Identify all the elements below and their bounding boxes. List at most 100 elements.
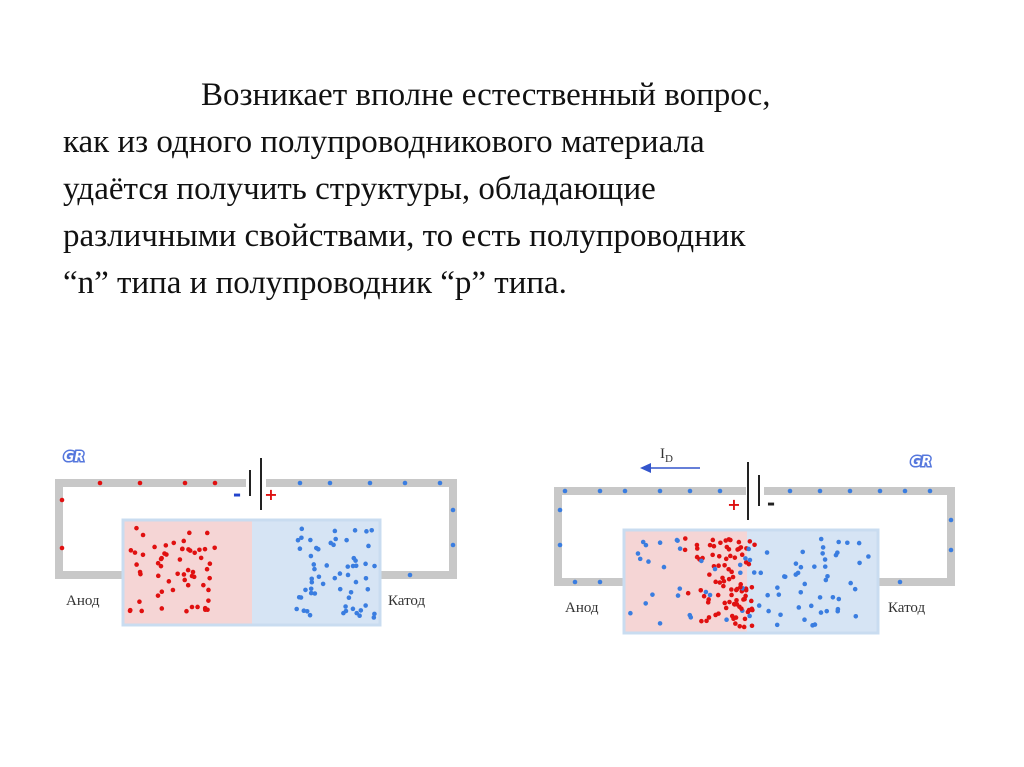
carrier-dot	[372, 563, 377, 569]
carrier-dot	[738, 582, 744, 587]
carrier-dot	[134, 525, 139, 531]
cathode-label: Катод	[888, 600, 926, 616]
current-symbol: I	[660, 446, 665, 462]
carrier-dot	[337, 586, 343, 592]
carrier-dot	[729, 592, 734, 598]
carrier-dot	[798, 564, 804, 570]
carrier-dot	[877, 488, 883, 494]
carrier-dot	[902, 488, 908, 494]
carrier-dot	[694, 554, 700, 560]
carrier-dot	[812, 564, 817, 569]
carrier-dot	[139, 608, 145, 614]
carrier-dot	[746, 546, 751, 552]
carrier-dot	[742, 596, 747, 602]
carrier-dot	[739, 552, 745, 557]
carrier-dot	[948, 547, 954, 553]
wire	[266, 479, 457, 579]
carrier-dot	[677, 546, 683, 551]
carrier-dot	[175, 571, 180, 577]
carrier-dot	[685, 590, 691, 596]
carrier-dot	[294, 606, 299, 612]
carrier-dot	[713, 579, 718, 585]
plus-sign: +	[264, 485, 277, 504]
carrier-dot	[155, 560, 161, 566]
carrier-dot	[635, 551, 641, 556]
carrier-dot	[597, 488, 603, 494]
carrier-dot	[742, 616, 748, 622]
carrier-dot	[344, 537, 349, 543]
carrier-dot	[363, 603, 368, 608]
diode-body	[121, 518, 382, 627]
carrier-dot	[97, 480, 103, 486]
carrier-dot	[737, 562, 743, 568]
carrier-dot	[718, 540, 723, 546]
carriers	[59, 480, 456, 620]
carrier-dot	[204, 530, 210, 536]
carrier-dot	[657, 621, 663, 626]
carrier-dot	[312, 591, 318, 596]
carrier-dot	[703, 589, 709, 595]
carrier-dot	[722, 563, 727, 568]
carrier-dot	[352, 528, 358, 533]
carrier-dot	[185, 582, 191, 588]
carriers	[557, 488, 954, 630]
carrier-dot	[688, 615, 694, 620]
carrier-dot	[163, 543, 169, 548]
carrier-dot	[822, 564, 828, 569]
carrier-dot	[747, 613, 752, 619]
carrier-dot	[845, 540, 850, 546]
carrier-dot	[802, 581, 808, 587]
carrier-dot	[927, 488, 933, 494]
carrier-dot	[795, 570, 801, 576]
carrier-dot	[726, 566, 731, 572]
carrier-dot	[675, 593, 681, 598]
carrier-dot	[312, 566, 317, 572]
carrier-dot	[710, 552, 715, 558]
carrier-dot	[450, 507, 456, 513]
carrier-dot	[835, 550, 840, 555]
carrier-dot	[661, 564, 667, 570]
carrier-dot	[341, 610, 346, 616]
carrier-dot	[798, 590, 804, 595]
carrier-dot	[699, 558, 704, 564]
carrier-dot	[699, 618, 704, 624]
carrier-dot	[948, 517, 954, 523]
carrier-dot	[729, 613, 735, 619]
current-subscript: D	[665, 453, 673, 465]
carrier-dot	[201, 582, 206, 588]
carrier-dot	[191, 574, 197, 580]
carrier-dot	[720, 575, 725, 581]
carrier-dot	[181, 572, 187, 577]
carrier-dot	[155, 593, 161, 598]
carrier-dot	[366, 543, 371, 549]
carrier-dot	[800, 549, 806, 555]
carrier-dot	[304, 608, 310, 614]
carrier-dot	[775, 585, 780, 590]
carrier-dot	[181, 538, 187, 544]
carrier-dot	[677, 586, 683, 591]
carrier-dot	[817, 488, 823, 494]
carrier-dot	[353, 558, 358, 563]
carrier-dot	[159, 606, 165, 611]
carrier-dot	[190, 569, 196, 575]
logo: GR	[64, 450, 85, 465]
carrier-dot	[726, 576, 732, 582]
carrier-dot	[707, 542, 713, 548]
carrier-dot	[308, 586, 314, 592]
carrier-dot	[316, 574, 322, 580]
carrier-dot	[852, 586, 858, 592]
carrier-dot	[818, 610, 824, 615]
carrier-dot	[345, 564, 351, 569]
diode-body	[622, 528, 880, 635]
carrier-dot	[127, 607, 133, 613]
carrier-dot	[202, 607, 208, 612]
carrier-dot	[369, 527, 375, 533]
carrier-dot	[774, 622, 780, 628]
carrier-dot	[723, 556, 729, 562]
carrier-dot	[299, 535, 304, 541]
carrier-dot	[155, 573, 161, 579]
n-region	[252, 520, 380, 625]
carrier-dot	[793, 561, 799, 566]
